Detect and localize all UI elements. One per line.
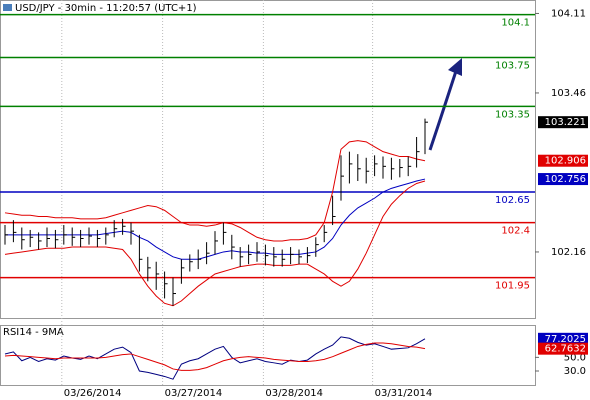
level-label: 102.4 xyxy=(501,226,530,237)
last-value-label: 77.2025 xyxy=(545,334,586,345)
y-tick-label: 104.11 xyxy=(551,8,586,19)
y-tick-label: 102.16 xyxy=(551,247,586,258)
level-label: 104.1 xyxy=(501,18,530,29)
last-value-box xyxy=(538,116,588,129)
band-line xyxy=(4,180,426,307)
level-label: 103.35 xyxy=(495,109,530,120)
last-value-box xyxy=(538,332,588,345)
y-tick-label: 103.46 xyxy=(551,88,586,99)
last-value-label: 103.221 xyxy=(545,117,586,128)
rsi-title: RSI14 - 9MA xyxy=(3,327,64,338)
level-label: 102.65 xyxy=(495,195,530,206)
x-tick-label: 03/28/2014 xyxy=(265,388,323,399)
chart-title: USD/JPY - 30min - 11:20:57 (UTC+1) xyxy=(15,3,197,14)
level-label: 101.95 xyxy=(495,281,530,292)
rsi-tick-label: 30.0 xyxy=(564,366,586,377)
last-value-box xyxy=(538,173,588,186)
icon xyxy=(3,4,12,11)
rsi-line xyxy=(4,342,426,371)
x-tick-label: 03/26/2014 xyxy=(64,388,122,399)
arrow-head xyxy=(448,58,462,76)
last-value-box xyxy=(538,154,588,167)
main-frame xyxy=(0,0,536,319)
x-tick-label: 03/27/2014 xyxy=(165,388,223,399)
rsi-tick-label: 50.0 xyxy=(564,352,586,363)
last-value-label: 62.7632 xyxy=(545,344,586,355)
rsi-frame xyxy=(0,325,536,386)
last-value-box xyxy=(538,342,588,355)
band-line xyxy=(4,140,426,242)
forecast-arrow xyxy=(428,67,459,151)
x-tick-label: 03/31/2014 xyxy=(375,388,433,399)
level-label: 103.75 xyxy=(495,60,530,71)
last-value-label: 102.756 xyxy=(545,174,586,185)
last-value-label: 102.906 xyxy=(545,156,586,167)
